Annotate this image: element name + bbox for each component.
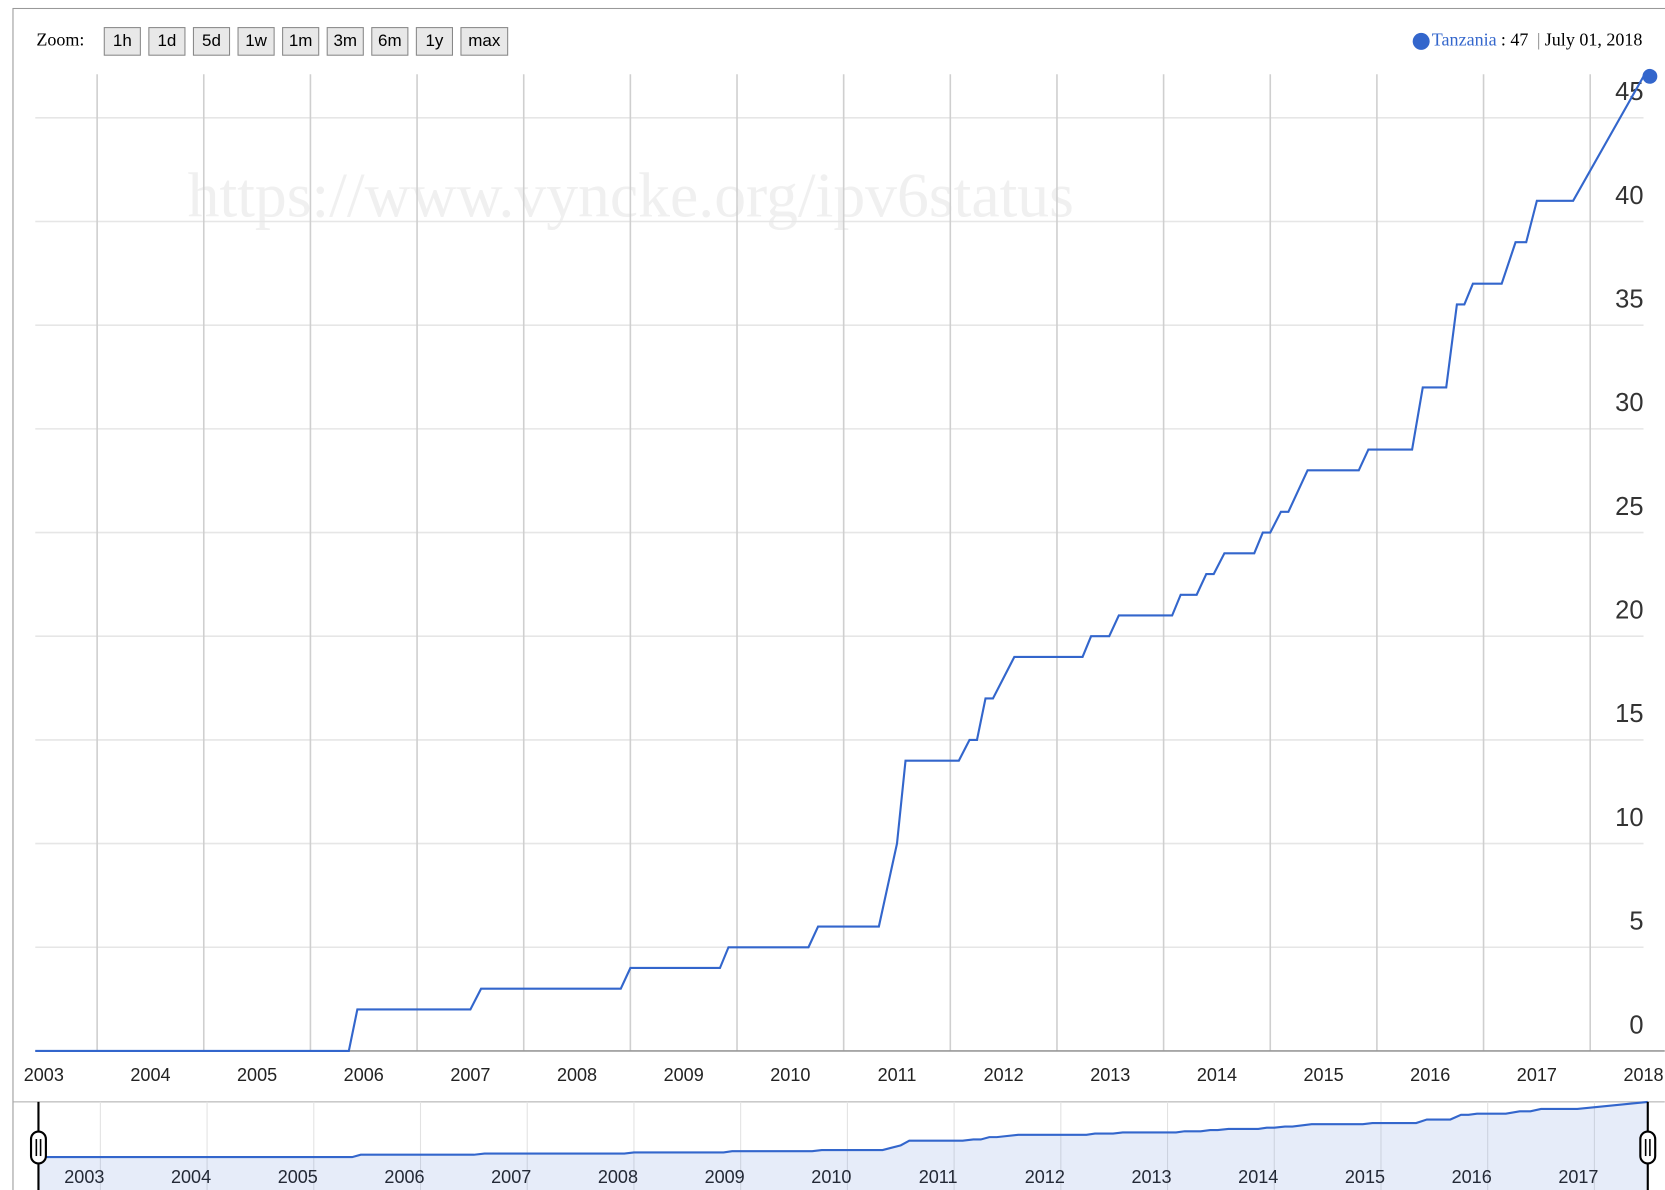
legend-value: : 47 — [1501, 30, 1529, 50]
zoom-label: Zoom: — [36, 30, 84, 50]
zoom-button-label[interactable]: 3m — [333, 31, 357, 50]
legend-date: July 01, 2018 — [1545, 30, 1643, 50]
x-tick-label: 2016 — [1410, 1065, 1450, 1085]
navigator-tick-label: 2008 — [598, 1167, 638, 1187]
x-tick-label: 2003 — [24, 1065, 64, 1085]
zoom-button[interactable] — [282, 27, 320, 56]
zoom-button-label[interactable]: 1d — [157, 31, 176, 50]
zoom-button[interactable] — [460, 27, 509, 56]
legend-separator: | — [1537, 30, 1541, 50]
zoom-button-label[interactable]: max — [468, 31, 501, 50]
navigator-tick-label: 2013 — [1131, 1167, 1171, 1187]
x-tick-label: 2013 — [1090, 1065, 1130, 1085]
navigator-tick-label: 2017 — [1558, 1167, 1598, 1187]
x-tick-label: 2009 — [664, 1065, 704, 1085]
x-tick-label: 2008 — [557, 1065, 597, 1085]
zoom-button[interactable] — [192, 27, 231, 56]
navigator-tick-label: 2015 — [1345, 1167, 1385, 1187]
navigator-tick-label: 2005 — [278, 1167, 318, 1187]
zoom-button[interactable] — [326, 27, 364, 56]
navigator-tick-label: 2010 — [811, 1167, 851, 1187]
zoom-button[interactable] — [415, 27, 453, 56]
x-tick-label: 2014 — [1197, 1065, 1237, 1085]
navigator-tick-label: 2011 — [919, 1167, 958, 1187]
navigator-tick-label: 2009 — [705, 1167, 745, 1187]
navigator-tick-label: 2006 — [384, 1167, 424, 1187]
zoom-button[interactable] — [103, 27, 141, 56]
zoom-button[interactable] — [148, 27, 186, 56]
x-tick-label: 2006 — [344, 1065, 384, 1085]
navigator-handle[interactable] — [29, 1130, 47, 1165]
navigator-tick-label: 2004 — [171, 1167, 211, 1187]
y-tick-label: 5 — [1629, 908, 1643, 936]
navigator-tick-label: 2014 — [1238, 1167, 1278, 1187]
navigator-tick-label: 2016 — [1452, 1167, 1492, 1187]
zoom-button-label[interactable]: 1w — [245, 31, 267, 50]
x-tick-label: 2004 — [130, 1065, 170, 1085]
x-tick-label: 2010 — [770, 1065, 810, 1085]
navigator-handle[interactable] — [1639, 1130, 1657, 1165]
navigator-line — [38, 1100, 1648, 1159]
zoom-button[interactable] — [237, 27, 275, 56]
zoom-button[interactable] — [371, 27, 409, 56]
x-tick-label: 2015 — [1304, 1065, 1344, 1085]
navigator-tick-label: 2003 — [64, 1167, 104, 1187]
navigator-tick-label: 2007 — [491, 1167, 531, 1187]
y-tick-label: 15 — [1615, 700, 1643, 728]
plot: 2003 2004 2005 2006 2007 2008 2009 2010 2011 2012… — [24, 74, 1664, 1085]
zoom-button-label[interactable]: 6m — [378, 31, 402, 50]
x-tick-label: 2007 — [450, 1065, 490, 1085]
zoom-button-label[interactable]: 1m — [289, 31, 313, 50]
legend-marker — [1412, 32, 1430, 50]
y-tick-label: 20 — [1615, 597, 1643, 625]
zoom-button-label[interactable]: 1h — [113, 31, 132, 50]
y-tick-label: 35 — [1615, 286, 1643, 314]
x-tick-label: 2012 — [984, 1065, 1024, 1085]
frame — [12, 7, 1665, 1190]
legend-series-name: Tanzania — [1432, 30, 1497, 50]
x-tick-label: 2011 — [878, 1065, 917, 1085]
navigator-tick-label: 2012 — [1025, 1167, 1065, 1187]
y-tick-label: 30 — [1615, 389, 1643, 417]
zoom-button-label[interactable]: 5d — [202, 31, 221, 50]
last-point — [1642, 68, 1658, 84]
series-line — [35, 75, 1645, 1052]
y-tick-label: 40 — [1615, 182, 1643, 210]
x-tick-label: 2005 — [237, 1065, 277, 1085]
legend: Tanzania: 47 | July 01, 2018 — [1432, 30, 1643, 50]
y-tick-label: 10 — [1615, 804, 1643, 832]
x-tick-label: 2018 — [1623, 1065, 1663, 1085]
navigator-area — [38, 1101, 1648, 1190]
x-tick-label: 2017 — [1517, 1065, 1557, 1085]
y-tick-label: 25 — [1615, 493, 1643, 521]
zoom-button-label[interactable]: 1y — [425, 31, 443, 50]
y-tick-label: 0 — [1629, 1011, 1643, 1039]
